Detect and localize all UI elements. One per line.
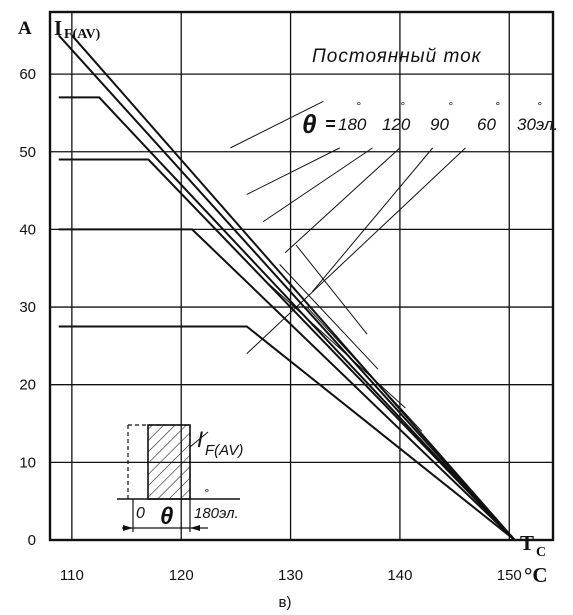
y-axis-label: I: [54, 16, 62, 40]
angle-label: 60: [477, 115, 496, 134]
inset-degree-mark: °: [204, 486, 209, 500]
leader-line: [262, 147, 373, 223]
angle-label: 30эл.: [517, 115, 558, 134]
inset-arrow-right: [190, 525, 200, 531]
y-tick-label: 50: [19, 144, 36, 161]
angle-labels: 180 ° 120 ° 90 ° 60 ° 30эл. °: [338, 99, 558, 134]
series-line-1: [58, 96, 516, 541]
leader-line: [279, 264, 379, 370]
series-line-3: [58, 228, 516, 541]
x-tick-label: 120: [169, 567, 194, 584]
dc-annotation: Постоянный ток: [312, 46, 482, 67]
y-tick-label: 10: [19, 454, 36, 471]
angle-degree-mark: °: [400, 99, 405, 113]
y-tick-label: 60: [19, 66, 36, 83]
y-tick-label: 40: [19, 221, 36, 238]
angle-label: 120: [382, 115, 411, 134]
angle-degree-mark: °: [495, 99, 500, 113]
x-axis-unit: °C: [524, 563, 548, 587]
leader-line: [306, 306, 423, 432]
grid: [48, 10, 555, 542]
y-tick-label: 20: [19, 377, 36, 394]
inset-theta-label: θ: [160, 503, 173, 530]
angle-label: 90: [430, 115, 449, 134]
angle-degree-mark: °: [537, 99, 542, 113]
x-axis-label-sub: C: [536, 545, 546, 560]
series-line-4: [58, 325, 516, 541]
caption: в): [279, 594, 292, 611]
x-tick-label: 150: [497, 567, 522, 584]
inset-current-sub: F(AV): [205, 442, 243, 459]
x-tick-label: 140: [387, 567, 412, 584]
leader-line: [284, 147, 401, 254]
series-layer: [58, 34, 516, 541]
ticks-layer: 110 120 130 140 150 0 10 20 30 40 50 60: [19, 66, 521, 584]
angle-label: 180: [338, 115, 367, 134]
inset-current-label: I: [197, 427, 203, 452]
y-tick-label: 0: [28, 532, 36, 549]
inset-zero-label: 0: [136, 505, 145, 522]
leader-line: [230, 100, 324, 149]
inset-arrow-left: [123, 525, 133, 531]
inset-hatched-pulse: [147, 424, 191, 500]
angle-degree-mark: °: [448, 99, 453, 113]
series-line-5: [71, 34, 516, 541]
theta-symbol: θ: [302, 109, 317, 139]
leader-line: [295, 244, 368, 335]
leader-line: [246, 147, 340, 195]
y-axis-unit: A: [18, 18, 32, 39]
series-line-2: [58, 158, 516, 541]
leader-layer: [230, 100, 466, 432]
inset-label-leader: [189, 431, 209, 448]
inset-diagram: [117, 424, 240, 532]
x-tick-label: 110: [60, 567, 84, 584]
plot-frame: [48, 10, 555, 542]
leader-line: [312, 147, 434, 292]
y-axis-label-sub: F(AV): [64, 27, 101, 42]
inset-end-label: 180эл.: [194, 505, 239, 522]
leader-line: [246, 147, 466, 355]
angle-degree-mark: °: [356, 99, 361, 113]
y-tick-label: 30: [19, 299, 36, 316]
leader-line: [268, 283, 406, 409]
x-axis-label: T: [520, 531, 534, 555]
series-line-0: [58, 34, 516, 541]
theta-eq: =: [325, 114, 336, 134]
x-tick-label: 130: [278, 567, 303, 584]
